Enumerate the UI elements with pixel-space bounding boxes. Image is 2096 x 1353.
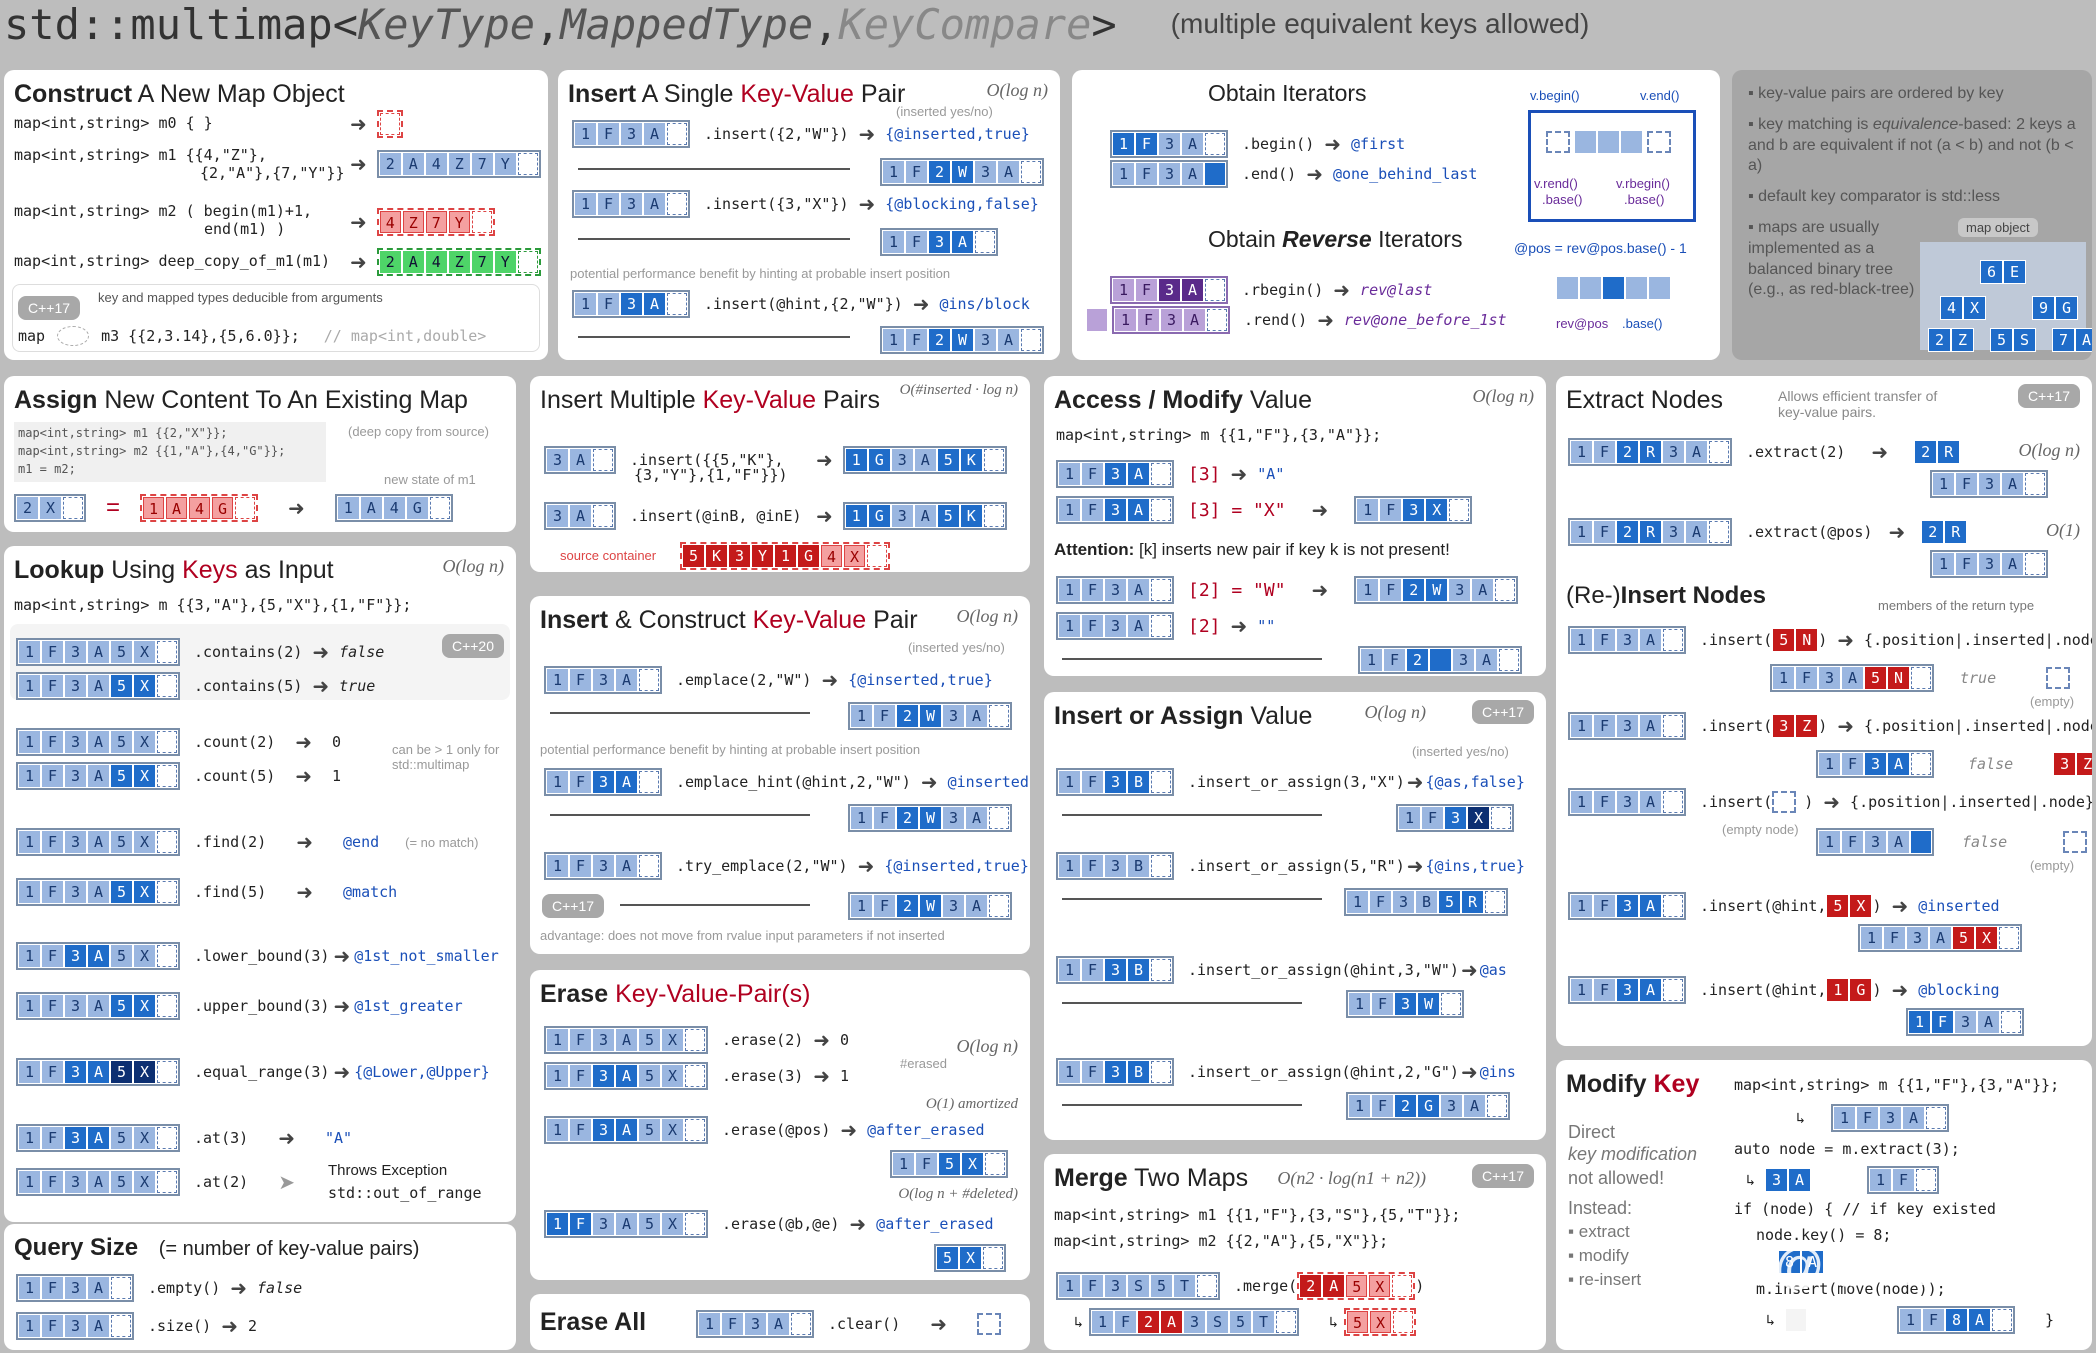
- construct-title: Construct A New Map Object: [14, 80, 345, 108]
- emplace-panel: Insert & Construct Key-Value Pair O(log …: [530, 596, 1030, 954]
- page-title: std::multimap<KeyType,MappedType,KeyComp…: [4, 0, 1117, 49]
- erase-panel: Erase Key-Value-Pair(s) 1 F 3 A 5 X .erase(2) ➜…: [530, 970, 1030, 1280]
- info-panel: key-value pairs are ordered by key key m…: [1732, 70, 2092, 360]
- extract-panel: Extract Nodes Allows efficient transfer …: [1556, 376, 2092, 1046]
- watermark: 知乎 @咖喱乖: [1648, 1238, 1991, 1294]
- page-subtitle: (multiple equivalent keys allowed): [1170, 8, 1590, 39]
- insert-or-assign-panel: Insert or Assign Value O(log n) C++17 (i…: [1044, 692, 1546, 1140]
- erase-all-panel: Erase All 1 F 3 A .clear() ➜: [530, 1294, 1030, 1350]
- modify-key-panel: Modify Key map<int,string> m {{1,"F"},{3…: [1556, 1060, 2092, 1350]
- construct-line-3a: map<int,string> m2 ( begin(m1)+1,: [14, 202, 313, 220]
- query-size-panel: Query Size (= number of key-value pairs)…: [4, 1224, 516, 1350]
- construct-panel: Construct A New Map Object map<int,strin…: [4, 70, 548, 360]
- page-header: std::multimap<KeyType,MappedType,KeyComp…: [4, 0, 1589, 54]
- access-panel: Access / Modify Value O(log n) map<int,s…: [1044, 376, 1546, 676]
- construct-line-1: map<int,string> m0 { }: [14, 114, 213, 132]
- construct-line-2a: map<int,string> m1 {{4,"Z"},: [14, 146, 267, 164]
- assign-panel: Assign New Content To An Existing Map ma…: [4, 376, 516, 532]
- insert-multiple-panel: Insert Multiple Key-Value Pairs O(#inser…: [530, 376, 1030, 572]
- construct-line-4: map<int,string> deep_copy_of_m1(m1): [14, 252, 331, 270]
- merge-panel: Merge Two Maps O(n2 · log(n1 + n2)) C++1…: [1044, 1154, 1546, 1350]
- deduce-note: key and mapped types deducible from argu…: [98, 290, 383, 305]
- cpp17-badge: C++17: [18, 296, 81, 320]
- insert-single-panel: Insert A Single Key-Value Pair O(log n) …: [558, 70, 1060, 360]
- lookup-panel: Lookup Using Keys as Input O(log n) map<…: [4, 546, 516, 1222]
- construct-line-2b: {2,"A"},{7,"Y"}}: [200, 164, 345, 182]
- construct-line-3b: end(m1) ): [204, 220, 286, 238]
